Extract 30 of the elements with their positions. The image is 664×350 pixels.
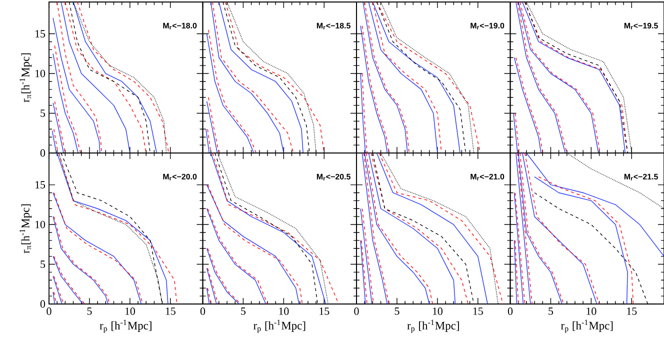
x-tick-label: 0: [354, 308, 359, 315]
y-axis-title: r$_{π}$[h$^{-1}$Mpc]: [20, 53, 32, 102]
x-tick-label: 0: [200, 308, 206, 315]
x-tick-label: 10: [586, 308, 596, 315]
x-tick-label: 5: [87, 308, 92, 315]
x-tick-label: 15: [166, 308, 176, 315]
x-tick-label: 10: [432, 308, 442, 315]
x-tick-label: 15: [320, 308, 330, 315]
y-tick-label: 15: [35, 30, 46, 38]
y-tick-label: 5: [40, 260, 46, 268]
x-tick-label: 15: [473, 308, 483, 315]
y-axis-title: r$_{π}$[h$^{-1}$Mpc]: [20, 204, 32, 254]
y-tick-label: 5: [40, 110, 46, 117]
x-axis-title: r$_{p}$ [h$^{-1}$Mpc]: [407, 320, 459, 333]
y-tick-label: 10: [35, 220, 46, 228]
x-tick-label: 5: [241, 308, 246, 315]
y-tick-label: 0: [40, 149, 46, 157]
y-tick-label: 10: [35, 70, 46, 78]
x-tick-label: 10: [279, 308, 289, 315]
x-tick-label: 5: [394, 308, 400, 315]
x-tick-label: 15: [627, 308, 637, 315]
y-tick-label: 0: [40, 300, 46, 308]
x-axis-title: r$_{p}$ [h$^{-1}$Mpc]: [100, 320, 152, 333]
x-tick-label: 0: [508, 308, 513, 315]
x-axis-title: r$_{p}$ [h$^{-1}$Mpc]: [561, 320, 613, 333]
x-tick-label: 10: [125, 308, 135, 315]
x-axis-title: r$_{p}$ [h$^{-1}$Mpc]: [254, 320, 306, 333]
x-tick-label: 5: [548, 308, 554, 315]
y-tick-label: 15: [35, 181, 46, 188]
x-tick-label: 0: [46, 308, 52, 315]
